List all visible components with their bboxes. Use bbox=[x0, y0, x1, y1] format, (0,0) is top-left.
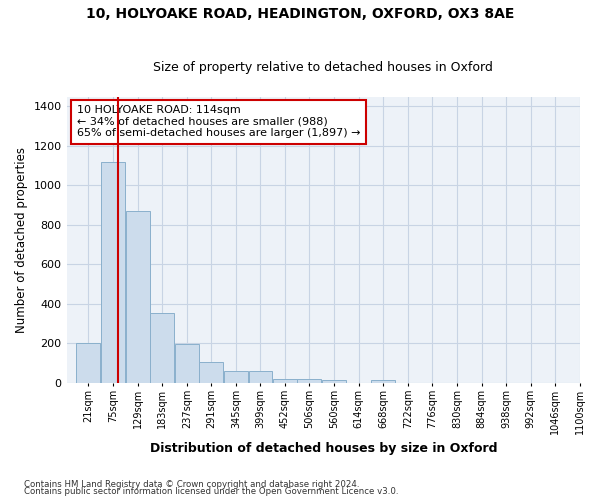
Bar bbox=[298, 379, 322, 383]
Text: 10, HOLYOAKE ROAD, HEADINGTON, OXFORD, OX3 8AE: 10, HOLYOAKE ROAD, HEADINGTON, OXFORD, O… bbox=[86, 8, 514, 22]
Bar bbox=[175, 344, 199, 383]
Text: Contains HM Land Registry data © Crown copyright and database right 2024.: Contains HM Land Registry data © Crown c… bbox=[24, 480, 359, 489]
Bar bbox=[322, 380, 346, 383]
Bar bbox=[76, 344, 100, 383]
Bar bbox=[371, 380, 395, 383]
Bar bbox=[150, 313, 174, 383]
Bar bbox=[101, 162, 125, 383]
X-axis label: Distribution of detached houses by size in Oxford: Distribution of detached houses by size … bbox=[149, 442, 497, 455]
Text: 10 HOLYOAKE ROAD: 114sqm
← 34% of detached houses are smaller (988)
65% of semi-: 10 HOLYOAKE ROAD: 114sqm ← 34% of detach… bbox=[77, 105, 361, 138]
Title: Size of property relative to detached houses in Oxford: Size of property relative to detached ho… bbox=[154, 62, 493, 74]
Y-axis label: Number of detached properties: Number of detached properties bbox=[15, 146, 28, 332]
Bar bbox=[125, 211, 149, 383]
Bar bbox=[248, 371, 272, 383]
Text: Contains public sector information licensed under the Open Government Licence v3: Contains public sector information licen… bbox=[24, 487, 398, 496]
Bar bbox=[199, 362, 223, 383]
Bar bbox=[224, 371, 248, 383]
Bar bbox=[273, 379, 297, 383]
